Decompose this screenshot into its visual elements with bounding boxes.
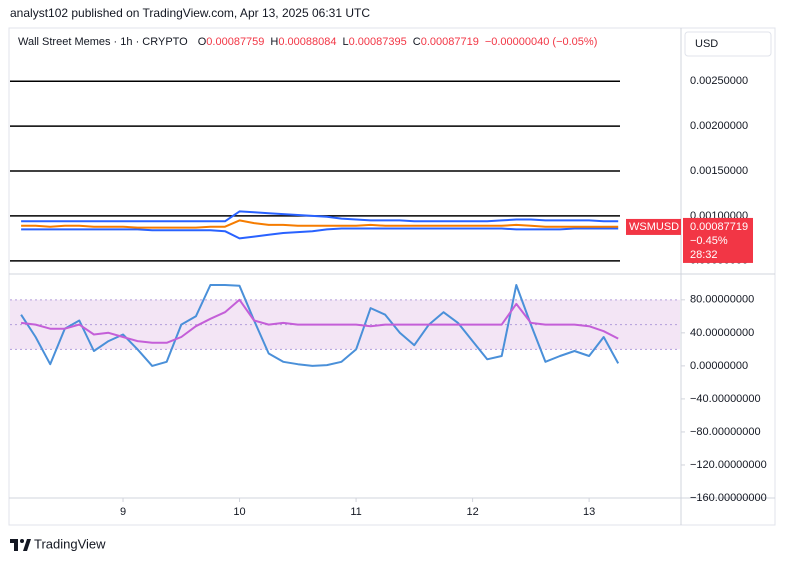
last-price: 0.00087719	[690, 221, 748, 233]
ohlc-value: 0.00087759	[206, 36, 264, 48]
ohlc-label: O	[198, 36, 207, 48]
logo	[10, 539, 31, 551]
price-badge	[683, 217, 753, 263]
y-tick-label: 0.00250000	[690, 75, 748, 87]
y-tick-label: 0.00200000	[690, 120, 748, 132]
series-line	[21, 227, 619, 240]
symbol-badge	[626, 218, 681, 235]
currency-box[interactable]	[684, 31, 772, 57]
y-tick-label: −80.00000000	[690, 426, 761, 438]
y-tick-label: 80.00000000	[690, 294, 754, 306]
symbol-label: WSMUSD	[629, 221, 679, 233]
last-change: −0.45%	[690, 235, 728, 247]
chart-frame	[8, 27, 776, 526]
y-tick-label: 0.00150000	[690, 165, 748, 177]
ohlc-label: H	[270, 36, 278, 48]
y-tick-label: 0.00000000	[690, 360, 748, 372]
ohlc-value: 0.00088084	[278, 36, 336, 48]
x-tick-label: 9	[120, 506, 126, 518]
series-line	[21, 210, 619, 223]
brand: TradingView	[34, 536, 106, 551]
x-tick-label: 11	[350, 506, 361, 518]
legend: Wall Street Memes · 1h · CRYPTO O0.000877…	[18, 36, 597, 48]
countdown: 28:32	[690, 249, 718, 261]
x-tick-label: 12	[466, 506, 478, 518]
y-tick-label: 40.00000000	[690, 327, 754, 339]
x-tick-label: 13	[583, 506, 595, 518]
y-tick-label: −40.00000000	[690, 393, 761, 405]
y-tick-label: −160.00000000	[690, 492, 767, 504]
ohlc-value: 0.00087719	[421, 36, 479, 48]
x-tick-label: 10	[233, 506, 245, 518]
series-line	[21, 219, 619, 229]
y-tick-label: −120.00000000	[690, 459, 767, 471]
publish-info: analyst102 published on TradingView.com,…	[10, 6, 370, 20]
ohlc-label: C	[413, 36, 421, 48]
ohlc-label: L	[343, 36, 349, 48]
ohlc-value: 0.00087395	[349, 36, 407, 48]
change: −0.00000040 (−0.05%)	[485, 36, 598, 48]
currency[interactable]: USD	[695, 38, 718, 50]
series-line	[20, 298, 619, 344]
symbol-title: Wall Street Memes · 1h · CRYPTO	[18, 36, 188, 48]
